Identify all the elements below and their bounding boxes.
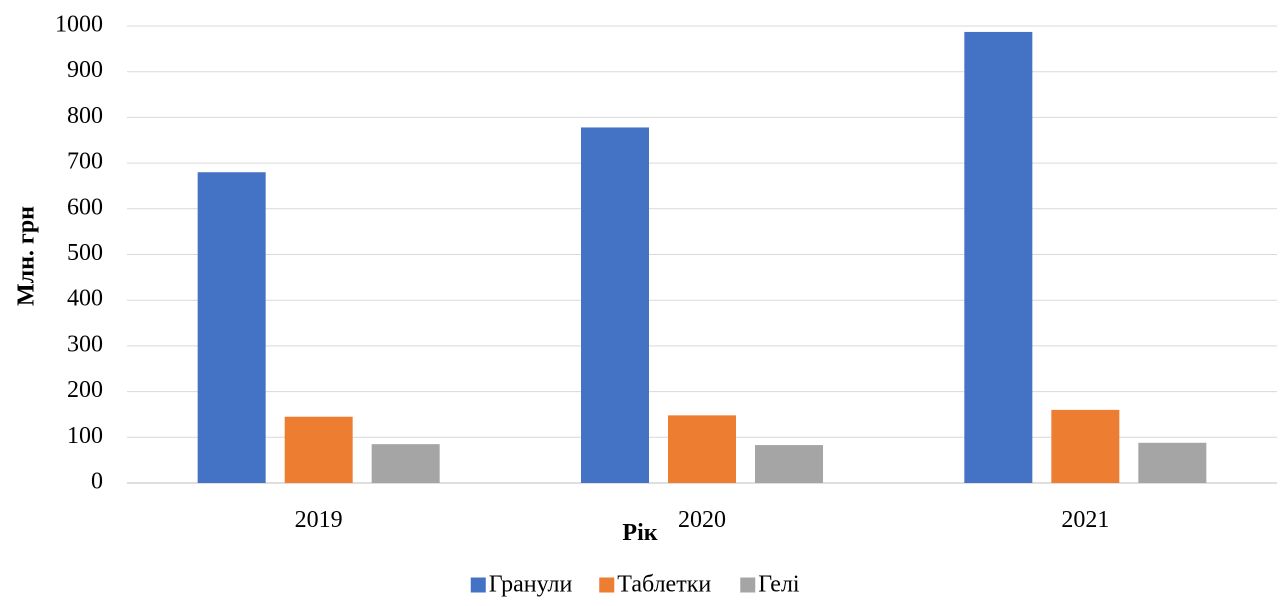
y-axis-ticks: 0 100 200 300 400 500 600 700 800 900 1000 <box>55 12 103 495</box>
y-tick-label: 1000 <box>55 12 103 38</box>
y-tick-label: 200 <box>67 377 103 403</box>
x-axis-title: Рік <box>622 520 657 546</box>
x-axis-ticks: 2019 2020 2021 <box>295 507 1110 533</box>
bar-Таблетки-2019 <box>284 416 353 483</box>
bar-Гранули-2020 <box>581 127 649 483</box>
y-axis-title: Млн. грн <box>14 206 40 306</box>
y-tick-label: 800 <box>67 103 103 129</box>
y-tick-label: 0 <box>91 469 103 495</box>
y-tick-label: 500 <box>67 240 103 266</box>
bar-Гелі-2021 <box>1138 442 1207 483</box>
x-tick-label: 2021 <box>1061 507 1109 533</box>
bar-Гранули-2021 <box>964 31 1033 483</box>
y-tick-label: 600 <box>67 194 103 220</box>
legend-label: Таблетки <box>617 572 711 598</box>
bar-Таблетки-2021 <box>1051 409 1120 483</box>
x-tick-label: 2020 <box>678 507 726 533</box>
y-tick-label: 900 <box>67 57 103 83</box>
y-tick-label: 300 <box>67 331 103 357</box>
legend-swatch <box>740 577 756 593</box>
legend-swatch <box>599 577 615 593</box>
bar-Гелі-2020 <box>755 445 823 483</box>
legend-swatch <box>470 577 486 593</box>
bar-Гранули-2019 <box>197 172 266 484</box>
x-tick-label: 2019 <box>295 507 343 533</box>
legend: Гранули Таблетки Гелі <box>470 572 800 598</box>
y-tick-label: 400 <box>67 286 103 312</box>
bar-Таблетки-2020 <box>668 415 736 483</box>
legend-label: Гелі <box>758 572 800 598</box>
bar-Гелі-2019 <box>371 444 440 483</box>
y-tick-label: 700 <box>67 149 103 175</box>
bars <box>197 31 1207 484</box>
legend-label: Гранули <box>489 572 573 598</box>
y-tick-label: 100 <box>67 423 103 449</box>
